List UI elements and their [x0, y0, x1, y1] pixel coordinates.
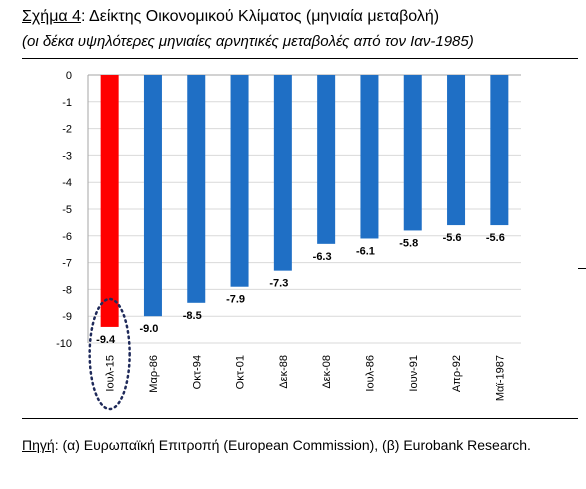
y-tick-label: -8: [62, 284, 72, 296]
data-label: -9.4: [96, 334, 116, 346]
data-label: -6.1: [356, 245, 375, 257]
chart-title-text: : Δείκτης Οικονομικού Κλίματος (μηνιαία …: [81, 8, 440, 25]
x-tick-label: Ιουν-91: [408, 355, 420, 392]
y-tick-label: -7: [62, 258, 72, 270]
bar: [360, 75, 379, 239]
data-label: -5.8: [399, 237, 418, 249]
y-tick-label: -10: [56, 338, 72, 350]
bottom-rule: [22, 418, 578, 419]
bar: [143, 75, 162, 317]
data-label: -6.3: [313, 251, 332, 263]
data-label: -8.5: [183, 310, 202, 322]
bar: [447, 75, 466, 226]
data-label: -5.6: [486, 232, 505, 244]
data-label: -7.9: [226, 294, 245, 306]
source-label: Πηγή: [22, 437, 55, 453]
y-tick-label: -2: [62, 124, 72, 136]
x-tick-label: Ιουλ-86: [364, 355, 376, 392]
x-tick-label: Δεκ-08: [321, 355, 333, 389]
x-tick-label: Οκτ-01: [235, 355, 247, 389]
y-tick-label: 0: [66, 70, 72, 82]
x-tick-label: Μαρ-86: [148, 355, 160, 393]
x-tick-label: Ιουλ-15: [105, 355, 117, 392]
figure-number: Σχήμα 4: [22, 8, 81, 25]
x-tick-label: Απρ-92: [451, 355, 463, 392]
bar: [490, 75, 509, 226]
y-tick-label: -4: [62, 177, 72, 189]
data-label: -7.3: [269, 278, 288, 290]
side-tick-mark: [578, 268, 586, 269]
bar: [403, 75, 422, 231]
bar: [230, 75, 249, 287]
source-note: Πηγή: (α) Ευρωπαϊκή Επιτροπή (European C…: [22, 434, 578, 456]
x-tick-label: Δεκ-88: [278, 355, 290, 389]
top-rule: [22, 58, 578, 59]
bar: [100, 75, 119, 327]
bar: [187, 75, 206, 303]
y-tick-label: -1: [62, 97, 72, 109]
x-tick-label: Μαϊ-1987: [494, 355, 506, 401]
x-tick-label: Οκτ-94: [191, 355, 203, 389]
bar: [317, 75, 336, 244]
highlight-ellipse: [88, 297, 131, 411]
y-tick-label: -9: [62, 311, 72, 323]
data-label: -9.0: [139, 323, 158, 335]
y-tick-label: -5: [62, 204, 72, 216]
y-tick-label: -6: [62, 231, 72, 243]
chart-subtitle: (οι δέκα υψηλότερες μηνιαίες αρνητικές μ…: [22, 33, 474, 50]
chart-title: Σχήμα 4: Δείκτης Οικονομικού Κλίματος (μ…: [22, 8, 439, 26]
source-text: : (α) Ευρωπαϊκή Επιτροπή (European Commi…: [54, 437, 531, 453]
data-label: -5.6: [443, 232, 462, 244]
bar: [273, 75, 292, 271]
y-tick-label: -3: [62, 150, 72, 162]
bar-chart: 0 -1 -2 -3 -4 -5 -6 -7 -8 -9 -10 -9.4 Ιουλ-15 -9.0 Μαρ…: [56, 70, 521, 411]
